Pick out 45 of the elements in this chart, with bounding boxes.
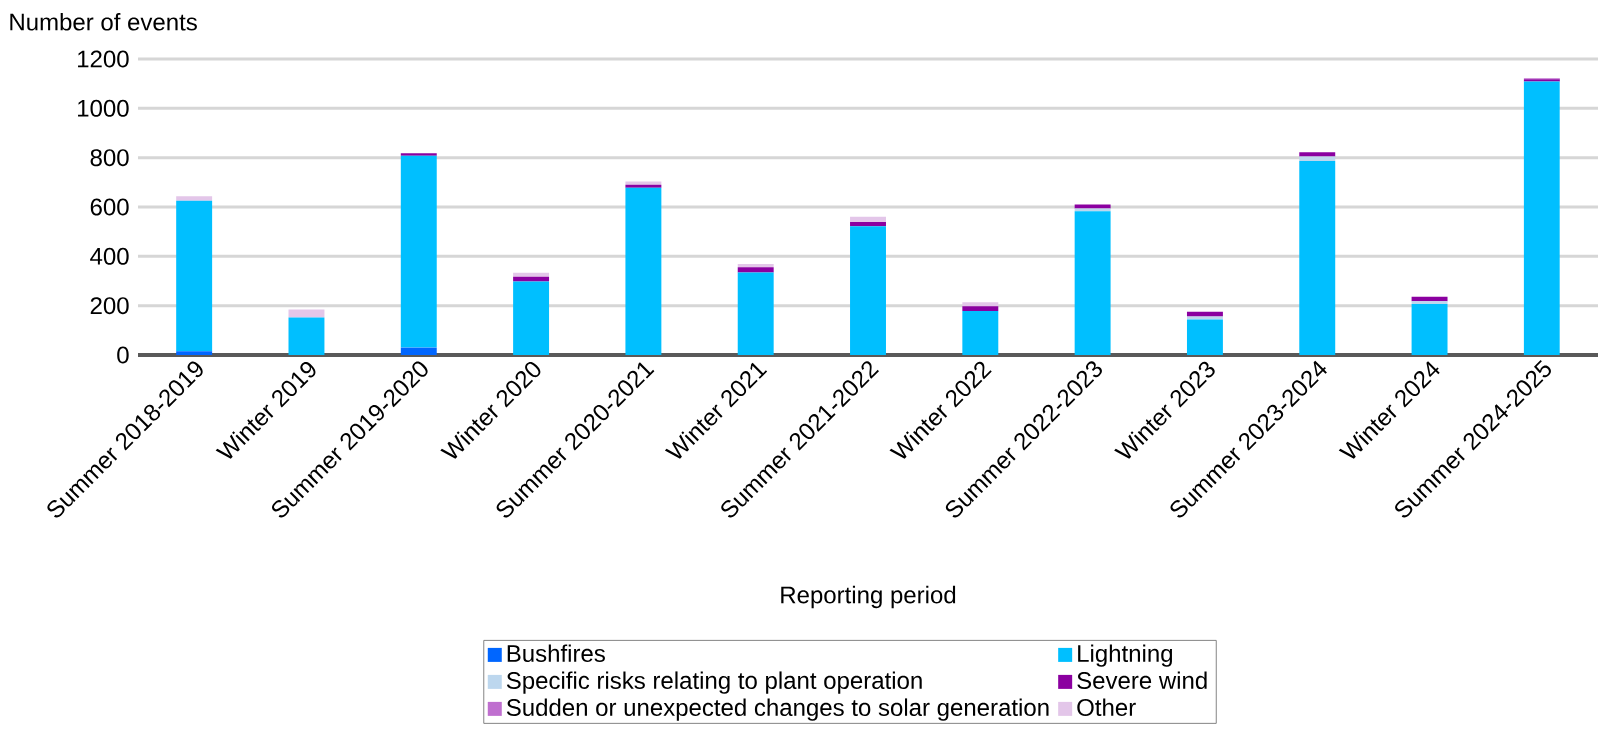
bar <box>962 306 999 312</box>
bar <box>1411 303 1448 355</box>
legend-label: Lightning <box>1078 644 1173 667</box>
bar <box>1411 301 1448 304</box>
bar <box>737 267 774 273</box>
bar <box>1299 161 1336 355</box>
bar <box>850 222 886 227</box>
bar <box>1186 311 1223 317</box>
legend-label: Bushfires <box>507 644 605 663</box>
bar <box>1411 296 1448 302</box>
bar <box>288 309 325 318</box>
y-tick-label: 800 <box>90 149 129 167</box>
bar <box>400 347 437 355</box>
bar <box>737 263 774 268</box>
bar <box>176 200 213 352</box>
bar <box>400 155 437 348</box>
bar <box>850 226 886 355</box>
bar <box>176 351 213 355</box>
y-tick-label: 1200 <box>78 50 129 68</box>
bar <box>1074 208 1111 212</box>
bar <box>1186 319 1223 355</box>
x-axis-title: Reporting period <box>781 585 956 609</box>
bar <box>176 196 213 201</box>
bar <box>1074 211 1111 355</box>
bar <box>1523 81 1560 355</box>
bar <box>400 153 437 156</box>
bar <box>513 281 550 355</box>
y-tick-label: 1000 <box>78 99 129 117</box>
bar <box>1299 156 1336 162</box>
bar <box>962 311 999 355</box>
y-tick-label: 200 <box>90 297 129 315</box>
y-axis-title: Number of events <box>10 12 197 31</box>
y-tick-label: 600 <box>90 198 129 216</box>
legend-label: Sudden or unexpected changes to solar generation <box>506 698 1049 721</box>
bar <box>962 302 999 307</box>
bar <box>737 272 774 355</box>
legend-label: Severe wind <box>1077 671 1207 690</box>
legend-label: Other <box>1077 698 1136 716</box>
bar <box>625 187 662 355</box>
bar <box>513 272 550 277</box>
bar <box>850 216 886 223</box>
bar <box>288 317 325 355</box>
legend-label: Specific risks relating to plant operation <box>506 671 922 694</box>
bar <box>1299 152 1336 157</box>
y-tick-label: 400 <box>90 247 129 265</box>
